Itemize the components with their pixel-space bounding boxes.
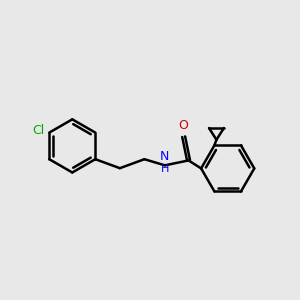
Text: H: H — [161, 164, 169, 174]
Text: N: N — [160, 150, 170, 163]
Text: O: O — [179, 119, 189, 132]
Text: Cl: Cl — [32, 124, 44, 137]
